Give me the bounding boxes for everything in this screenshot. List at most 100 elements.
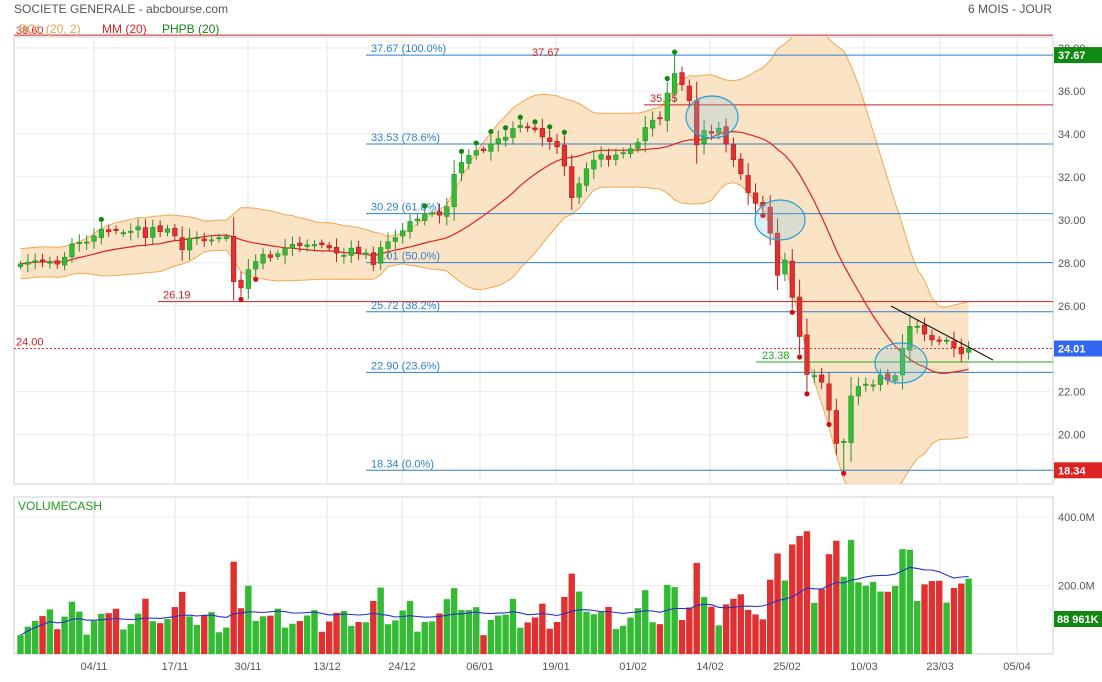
candle-body [804,334,810,375]
volume-bar [950,587,958,654]
y-tick-label: 30.00 [1058,215,1086,227]
candle-body [142,227,149,238]
volume-bar [179,591,186,654]
volume-bar [46,609,54,654]
candle-body [730,144,737,160]
candle-body [69,243,75,258]
candle-body [554,141,560,148]
volume-average-line [20,566,969,636]
highlight-ellipse [754,199,806,241]
candle-body [201,238,207,242]
volume-bar [811,602,818,654]
volume-bar [414,631,421,654]
volume-last-tag: 88 961K [1057,614,1099,626]
volume-bar [465,610,473,654]
candle-body [672,73,678,94]
bollinger-lower-line [20,182,969,484]
volume-bar [759,619,767,654]
axes: 04/11 17/11 30/11 13/12 24/12 06/01 19/01 01/02… [81,43,1102,673]
candle-body [620,152,626,155]
candle-body [819,374,825,383]
resistance-label: 35.35 [650,93,678,105]
volume-bar [201,615,208,654]
phpb-dot-high [488,129,494,135]
x-tick-label: 06/01 [466,661,494,673]
volume-bar [634,608,642,654]
volume-bar [245,585,252,654]
candle-body [929,335,935,341]
candle-body [378,247,384,264]
volume-bar [774,553,781,654]
volume-bar [561,596,568,654]
candle-body [936,339,942,342]
candle-body [253,261,259,270]
candle-body [899,348,906,376]
volume-bar [480,635,487,654]
volume-bar [502,614,509,654]
volume-bar [914,600,921,654]
volume-bar [568,573,575,654]
candle-body [943,339,950,342]
volume-bar [884,591,891,654]
candle-body [414,218,421,222]
volume-bar [208,612,215,654]
volume-bar [458,609,465,654]
volume-bar [223,627,230,654]
volume-bar [958,583,965,654]
volume-bar [473,607,480,654]
volume-bar [289,623,296,654]
candle-body [76,242,82,244]
candle-body [61,256,68,266]
x-tick-label: 17/11 [162,661,189,673]
candle-body [297,242,303,246]
volume-bar [193,625,201,654]
volume-bar [833,540,840,654]
volume-bar [348,625,355,654]
candle-body [319,242,325,246]
volume-bar [61,616,68,654]
candle-body [708,131,714,134]
volume-bar [340,610,348,654]
candle-body [458,162,465,174]
volume-bar [921,584,928,654]
volume-bar [428,621,436,654]
candle-body [54,260,60,265]
volume-bar [899,549,906,654]
y-tick-label: 20.00 [1058,430,1086,442]
volume-bar [68,601,76,654]
candle-body [525,126,531,129]
x-tick-label: 14/02 [696,661,724,673]
candle-body [429,212,435,215]
x-tick-label: 01/02 [619,661,647,673]
volume-bar [90,620,98,654]
low-price-tag: 18.34 [1058,465,1086,477]
volume-bar [936,580,943,654]
candle-body [870,384,876,387]
volume-bar [443,599,450,654]
volume-bar [847,539,855,654]
candle-body [120,232,126,235]
candle-body [216,237,222,240]
candle-body [135,226,141,231]
phpb-dot-high [503,125,509,131]
volume-bar [818,589,825,654]
y-tick-label: 26.00 [1058,301,1086,313]
candle-body [304,244,310,247]
volume-bar [869,581,877,654]
volume-bar [377,587,384,654]
candle-body [473,150,479,156]
candle-body [444,206,450,217]
volume-bar [781,580,789,654]
phpb-dot-low [238,296,244,302]
volume-bar [311,610,318,654]
candle-body [194,237,200,240]
candle-body [333,247,340,254]
candle-body [495,138,501,144]
volume-bar [722,604,730,654]
candle-body [510,128,516,138]
volume-bar [546,628,553,654]
x-tick-label: 25/02 [773,661,801,673]
volume-bar [590,614,597,654]
